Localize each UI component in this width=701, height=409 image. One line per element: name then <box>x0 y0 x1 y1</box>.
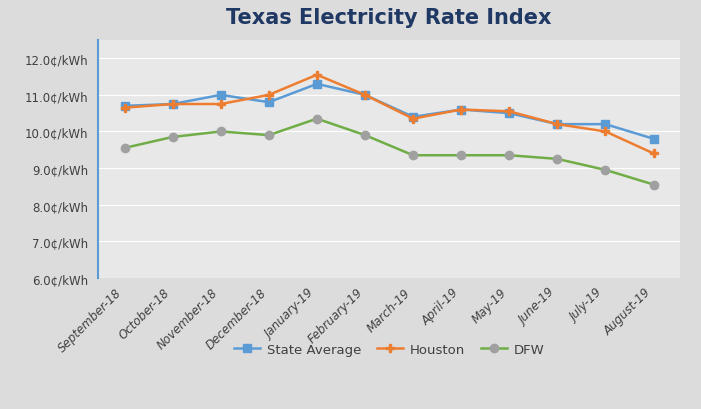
State Average <box>553 122 562 127</box>
State Average <box>121 104 129 109</box>
Houston <box>505 110 513 115</box>
Houston <box>265 93 273 98</box>
Houston <box>168 102 177 107</box>
State Average <box>409 115 417 120</box>
DFW <box>217 130 225 135</box>
DFW <box>168 135 177 140</box>
State Average <box>361 93 369 98</box>
DFW <box>409 153 417 158</box>
Houston <box>217 102 225 107</box>
DFW <box>361 133 369 138</box>
DFW <box>601 168 610 173</box>
Line: DFW: DFW <box>121 115 658 189</box>
State Average <box>601 122 610 127</box>
State Average <box>265 101 273 106</box>
Houston <box>361 93 369 98</box>
State Average <box>313 82 321 87</box>
DFW <box>457 153 465 158</box>
Houston <box>649 152 658 157</box>
DFW <box>313 117 321 122</box>
State Average <box>505 111 513 116</box>
Title: Texas Electricity Rate Index: Texas Electricity Rate Index <box>226 8 552 28</box>
State Average <box>649 137 658 142</box>
Line: Houston: Houston <box>121 72 658 158</box>
DFW <box>121 146 129 151</box>
Houston <box>457 108 465 113</box>
Houston <box>601 130 610 135</box>
DFW <box>649 182 658 187</box>
Houston <box>313 73 321 78</box>
State Average <box>457 108 465 113</box>
Line: State Average: State Average <box>121 81 658 144</box>
Houston <box>409 117 417 122</box>
DFW <box>265 133 273 138</box>
Houston <box>121 106 129 111</box>
State Average <box>168 102 177 107</box>
DFW <box>505 153 513 158</box>
Houston <box>553 122 562 127</box>
DFW <box>553 157 562 162</box>
State Average <box>217 93 225 98</box>
Legend: State Average, Houston, DFW: State Average, Houston, DFW <box>229 338 550 362</box>
